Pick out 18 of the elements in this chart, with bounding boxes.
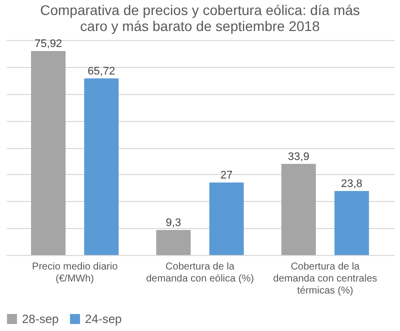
data-label: 23,8 <box>341 178 362 190</box>
data-label: 27 <box>220 169 233 182</box>
chart-title: Comparativa de precios y cobertura eólica: día más caro y más barato de septiembre 2018 <box>40 2 360 34</box>
bar <box>84 78 119 255</box>
x-tick-label: Cobertura de la demanda con centrales térmicas (%) <box>273 262 378 296</box>
bar <box>281 164 316 255</box>
data-label: 9,3 <box>166 217 182 230</box>
data-label: 33,9 <box>288 150 310 163</box>
x-tick-label: Precio medio diario (€/MWh) <box>32 262 118 284</box>
legend-label: 28-sep <box>22 312 60 326</box>
bar <box>31 50 66 255</box>
bar <box>209 182 244 255</box>
bar <box>156 230 191 255</box>
legend-label: 24-sep <box>85 312 122 326</box>
data-label: 65,72 <box>88 65 116 78</box>
data-label: 75,92 <box>34 38 62 50</box>
bar <box>334 191 369 255</box>
x-tick-label: Cobertura de la demanda con eólica (%) <box>146 262 254 284</box>
